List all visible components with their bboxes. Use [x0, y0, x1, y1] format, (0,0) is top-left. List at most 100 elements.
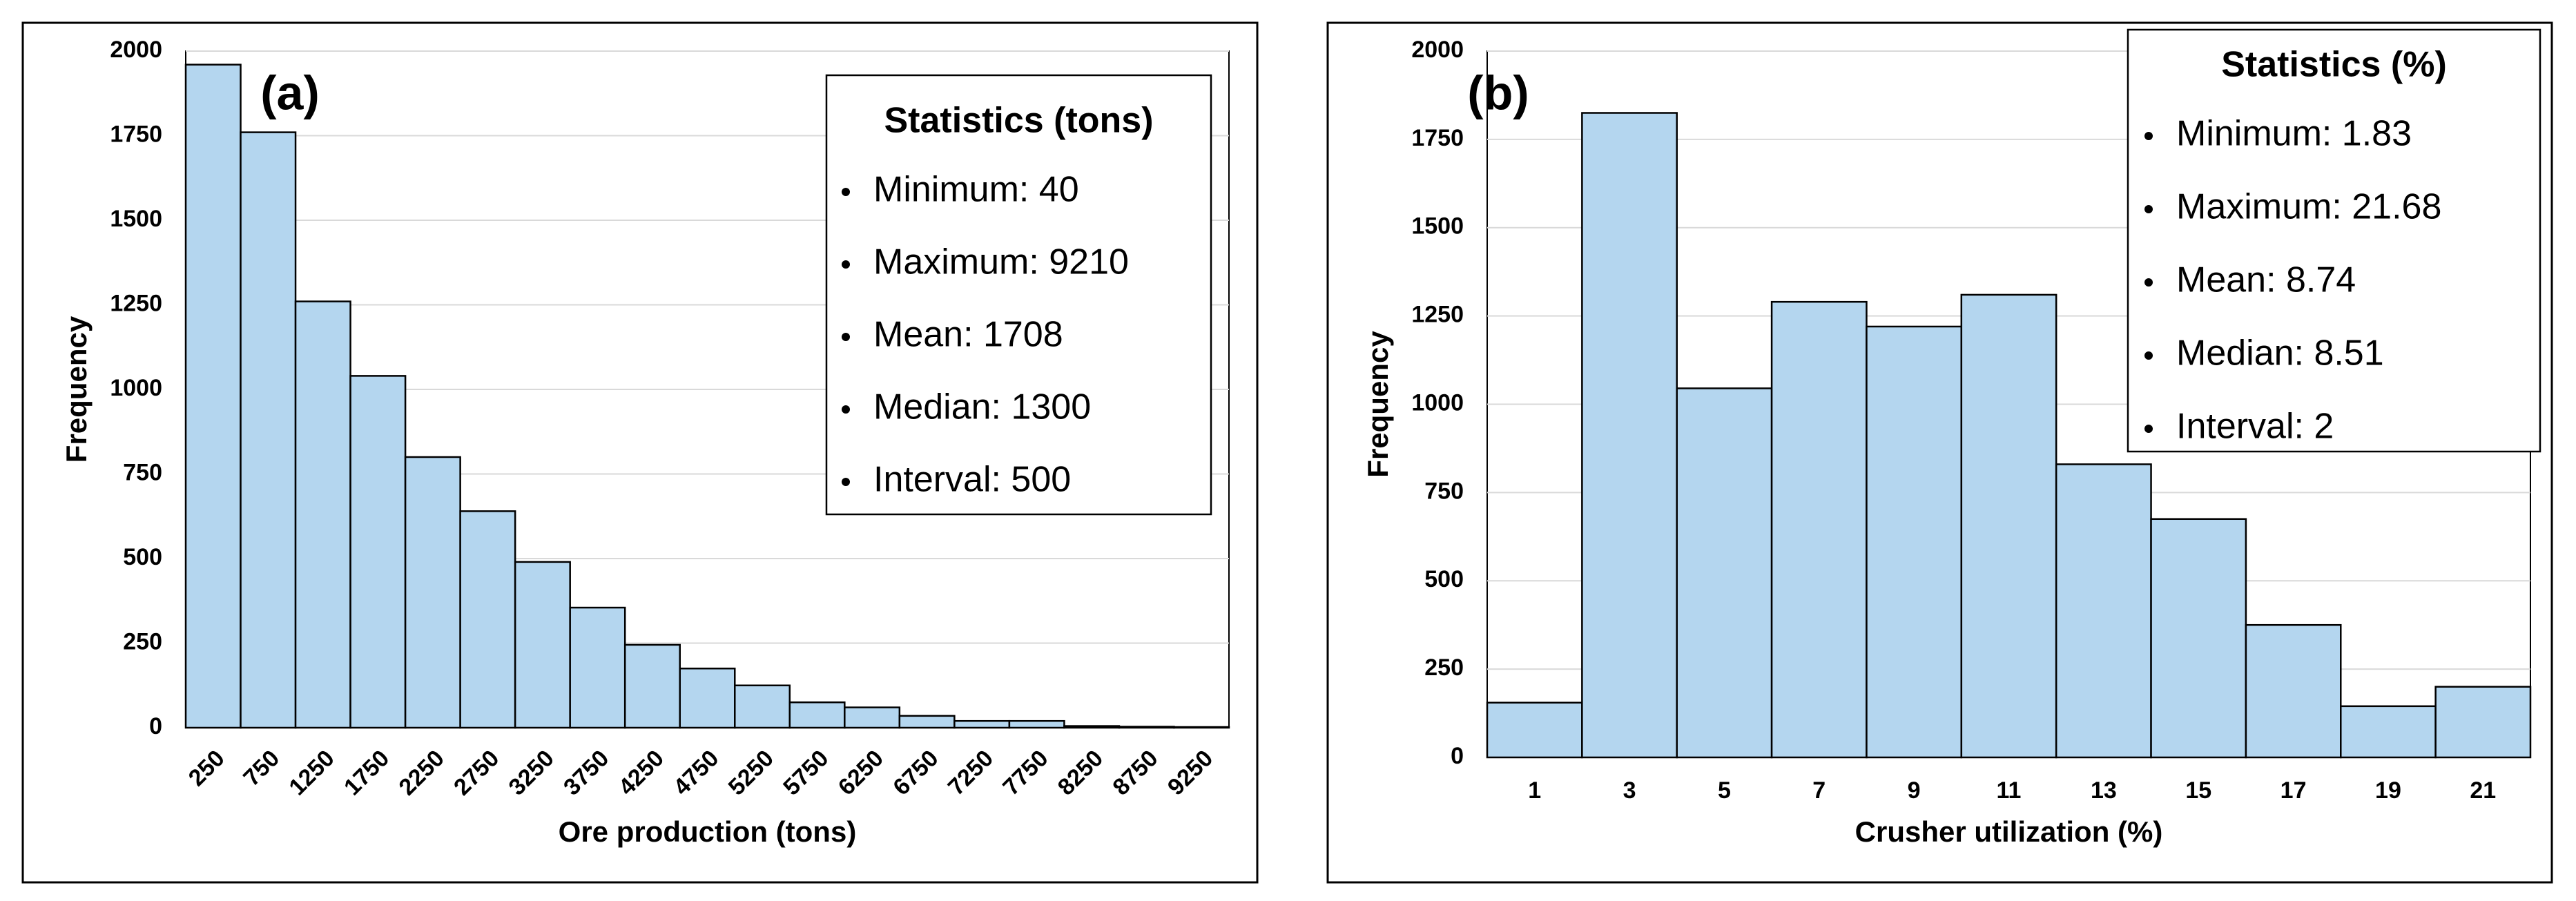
bar: [569, 606, 626, 729]
x-tick-label: 250: [184, 745, 230, 791]
bar: [788, 701, 846, 729]
x-tick-label: 15: [2185, 777, 2211, 804]
x-tick-label: 11: [1997, 777, 2022, 804]
bar: [844, 706, 901, 729]
bar: [514, 561, 571, 729]
bullet: [842, 188, 850, 196]
stats-item: Median: 1300: [873, 387, 1091, 427]
panel-frame: [1326, 21, 2553, 884]
bar: [1770, 300, 1868, 759]
y-tick-label: 0: [1451, 743, 1464, 769]
x-tick-label: 5750: [778, 745, 833, 800]
bullet: [2144, 132, 2153, 140]
x-tick-label: 5: [1718, 777, 1731, 804]
x-tick-label: 7: [1812, 777, 1826, 804]
y-tick-label: 1250: [1411, 302, 1464, 328]
x-tick-label: 7250: [943, 745, 998, 800]
x-tick-label: 8750: [1107, 745, 1163, 800]
y-tick-label: 1000: [1411, 389, 1464, 416]
bar: [1676, 387, 1773, 759]
bar: [679, 668, 736, 729]
bar: [898, 715, 956, 729]
x-tick-label: 6750: [888, 745, 943, 800]
bullet: [842, 478, 850, 486]
y-tick-label: 1000: [110, 375, 162, 401]
x-tick-label: 3: [1623, 777, 1636, 804]
y-tick-label: 2000: [110, 37, 162, 63]
panel-label: (a): [260, 66, 320, 119]
x-tick-label: 17: [2280, 777, 2307, 804]
y-tick-label: 2000: [1411, 37, 1464, 63]
x-tick-label: 5250: [724, 745, 779, 800]
x-tick-label: 6250: [833, 745, 889, 800]
bar: [240, 131, 297, 729]
stats-item: Median: 8.51: [2176, 333, 2384, 374]
stats-item: Minimum: 1.83: [2176, 114, 2412, 154]
y-tick-label: 1750: [110, 121, 162, 147]
bar: [734, 684, 791, 729]
stats-title: Statistics (tons): [884, 101, 1153, 141]
y-tick-label: 1500: [1411, 213, 1464, 240]
bar: [2245, 623, 2342, 759]
y-axis-title: Frequency: [60, 316, 93, 463]
x-tick-label: 2250: [394, 745, 449, 800]
x-tick-label: 8250: [1053, 745, 1108, 800]
bar: [2340, 705, 2437, 759]
y-tick-label: 1250: [110, 290, 162, 316]
bar: [184, 64, 242, 729]
y-axis-title: Frequency: [1362, 331, 1394, 478]
x-tick-label: 1250: [284, 745, 339, 800]
bar: [623, 643, 681, 729]
y-tick-label: 500: [123, 544, 162, 570]
bar: [1008, 719, 1065, 729]
y-tick-label: 500: [1424, 566, 1464, 592]
bar: [1960, 293, 2057, 759]
bar: [2150, 518, 2247, 759]
bar: [1063, 725, 1121, 729]
bullet: [2144, 278, 2153, 287]
x-axis-title: Ore production (tons): [559, 815, 857, 848]
bar: [1118, 726, 1175, 729]
stats-box: [825, 74, 1212, 516]
y-tick-label: 750: [123, 459, 162, 485]
y-tick-label: 1750: [1411, 125, 1464, 151]
x-tick-label: 19: [2375, 777, 2401, 804]
bar: [404, 456, 461, 729]
bar: [1581, 112, 1678, 759]
stats-item: Minimum: 40: [873, 170, 1079, 210]
bullet: [842, 405, 850, 414]
bar: [294, 300, 351, 729]
bar: [349, 375, 407, 729]
x-tick-label: 4750: [668, 745, 724, 800]
panel-label: (b): [1467, 66, 1529, 119]
stats-item: Interval: 500: [873, 460, 1071, 500]
stats-item: Maximum: 9210: [873, 242, 1129, 282]
stats-item: Maximum: 21.68: [2176, 187, 2441, 227]
x-axis-title: Crusher utilization (%): [1855, 815, 2163, 848]
bar: [1866, 325, 1963, 759]
stats-box: [2127, 28, 2541, 453]
bullet: [842, 260, 850, 269]
bar: [2055, 463, 2152, 759]
y-tick-label: 250: [1424, 655, 1464, 681]
stats-item: Mean: 1708: [873, 315, 1063, 355]
bar: [459, 510, 516, 729]
x-tick-label: 9: [1908, 777, 1921, 804]
x-tick-label: 21: [2470, 777, 2496, 804]
x-tick-label: 1750: [339, 745, 394, 800]
y-tick-label: 750: [1424, 478, 1464, 504]
y-tick-label: 250: [123, 628, 162, 655]
bar: [1173, 726, 1230, 729]
bullet: [2144, 351, 2153, 360]
bar: [2434, 686, 2532, 759]
x-tick-label: 4250: [614, 745, 669, 800]
x-tick-label: 13: [2091, 777, 2117, 804]
x-tick-label: 1: [1528, 777, 1541, 804]
x-tick-label: 7750: [998, 745, 1053, 800]
x-tick-label: 3750: [559, 745, 614, 800]
bar: [1486, 701, 1583, 759]
bullet: [2144, 205, 2153, 213]
bullet: [2144, 425, 2153, 433]
y-tick-label: 0: [149, 713, 162, 739]
